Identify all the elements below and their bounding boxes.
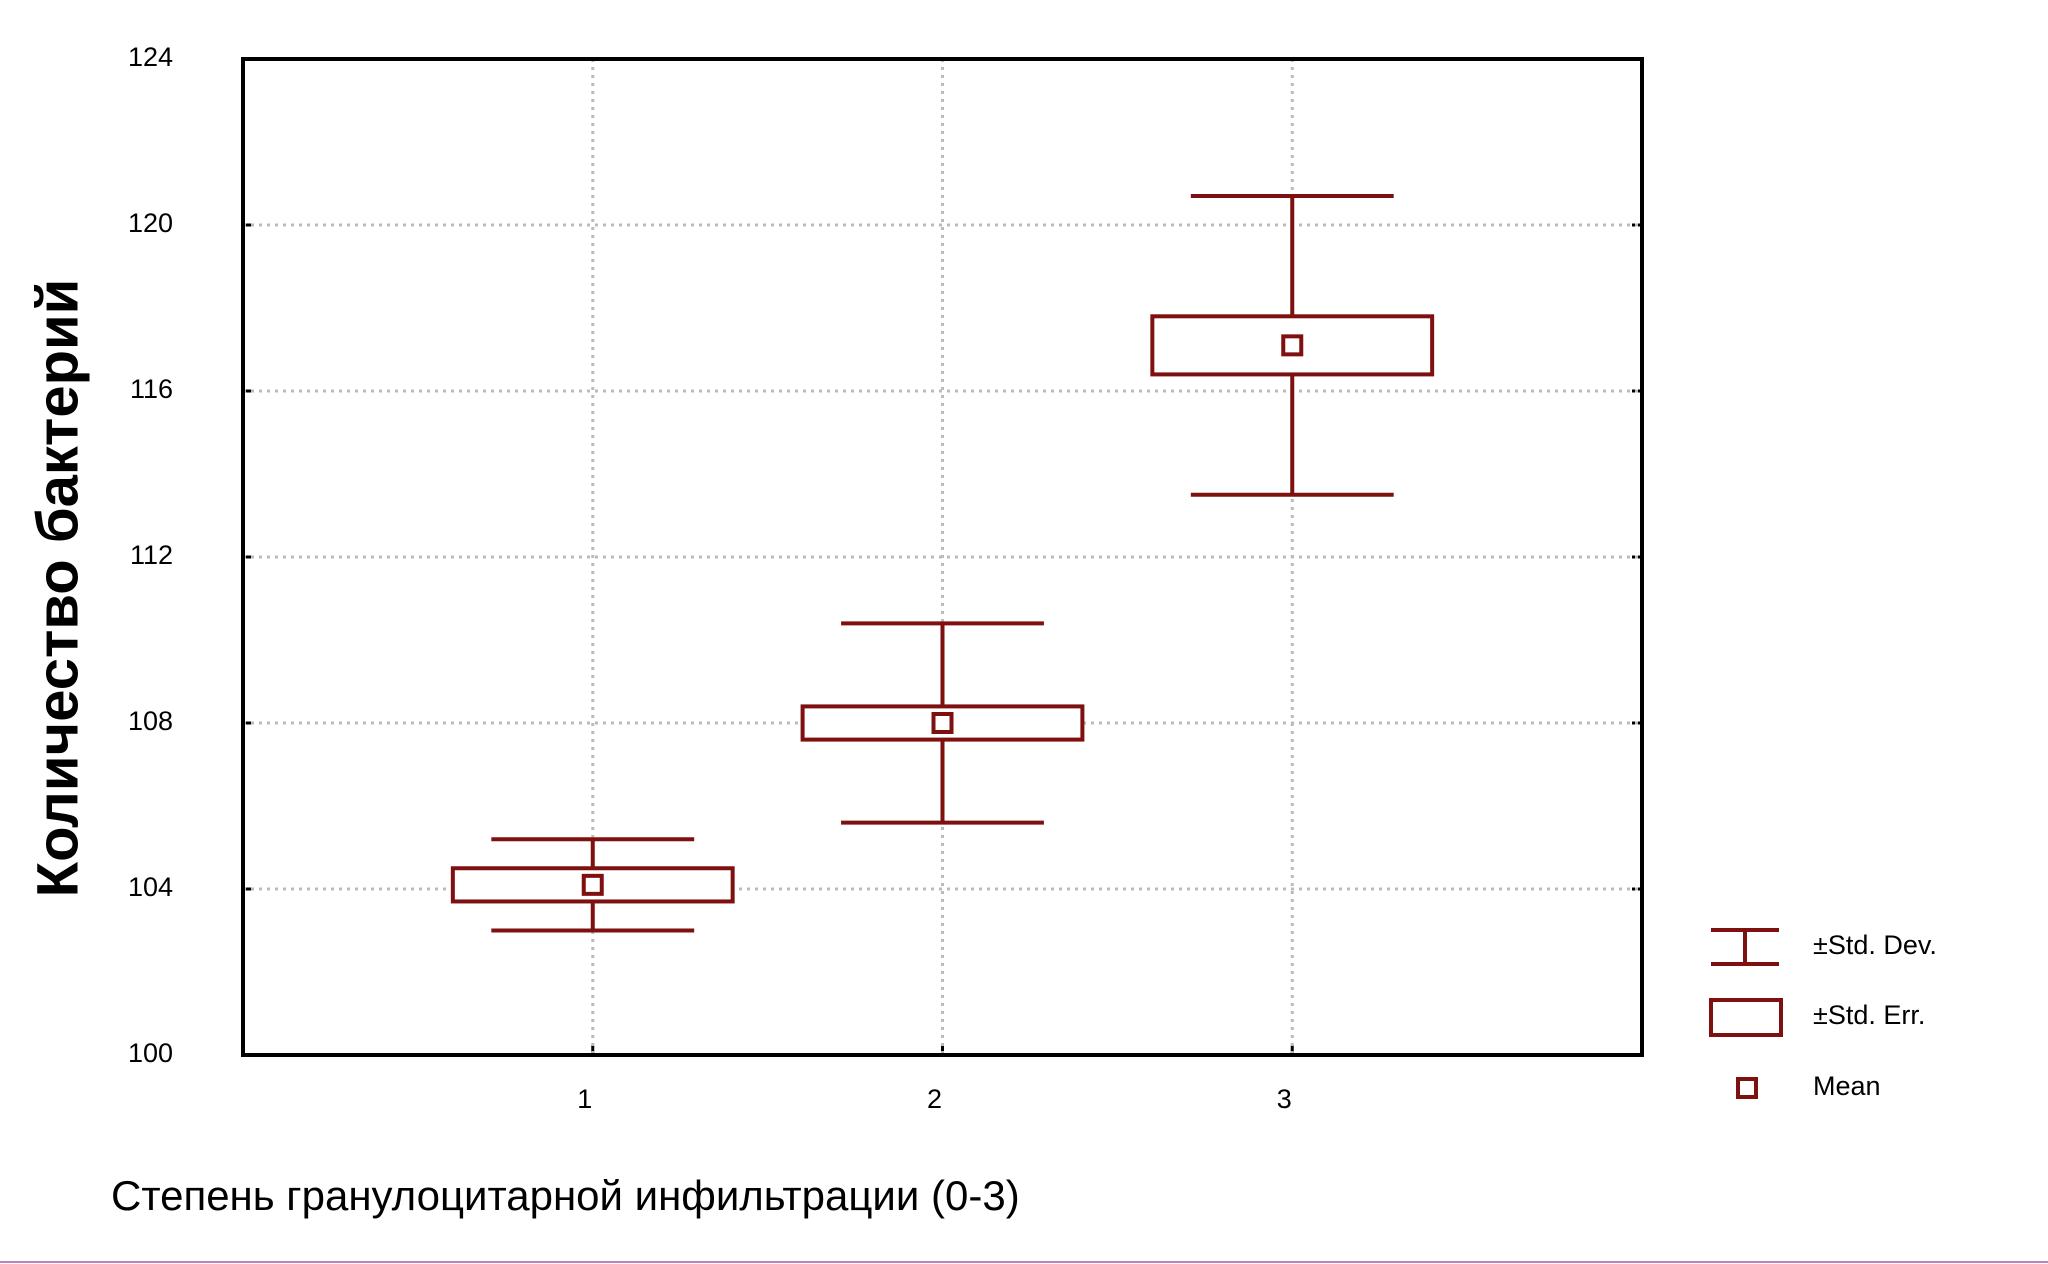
plot-frame [241,57,1644,1057]
y-tick-label: 100 [128,1038,173,1068]
y-tick-label: 120 [128,208,173,238]
y-tick-label: 108 [128,706,173,736]
mean-marker [931,712,954,734]
x-tick-label: 1 [577,1084,592,1114]
y-tick-label: 104 [128,872,173,902]
y-tick-label: 116 [130,374,173,404]
x-tick-label: 2 [927,1084,942,1114]
y-axis-label: Количество бактерий [25,279,90,898]
legend-mean-icon [1736,1077,1758,1099]
legend-label: ±Std. Dev. [1813,930,1937,960]
x-axis-label: Степень гранулоцитарной инфильтрации (0-… [111,1172,1020,1219]
y-tick-label: 124 [128,42,173,72]
x-tick-label: 3 [1277,1084,1292,1114]
legend-label: ±Std. Err. [1813,1000,1925,1030]
y-tick-label: 112 [130,540,173,570]
mean-marker [581,873,604,896]
legend-se-icon [1709,998,1783,1037]
legend-label: Mean [1813,1071,1881,1101]
mean-marker [1281,334,1304,357]
